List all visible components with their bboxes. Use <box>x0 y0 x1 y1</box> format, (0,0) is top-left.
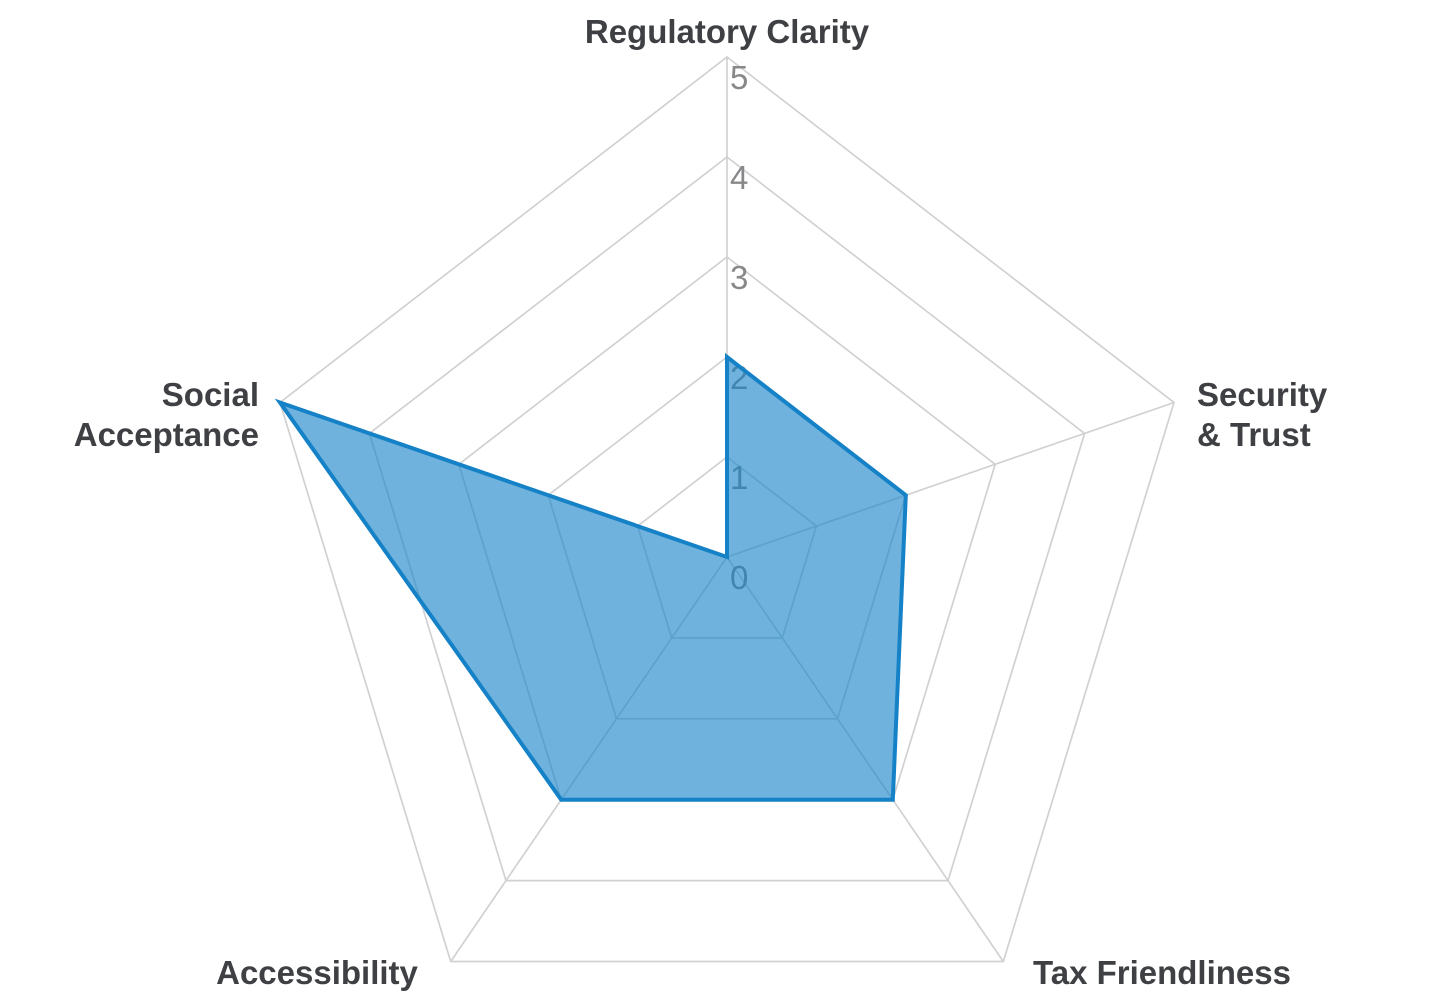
axis-label-text: Tax Friendliness <box>1033 954 1291 991</box>
axis-label-line1: Security <box>1197 376 1328 413</box>
axis-label-security-trust: Security & Trust <box>1197 375 1327 455</box>
tick-label: 4 <box>730 159 748 196</box>
axis-label-line2: Acceptance <box>73 416 259 453</box>
axis-label-line2: & Trust <box>1197 416 1311 453</box>
series-polygon <box>274 352 908 802</box>
grid-ring <box>368 155 1086 882</box>
axis-label-social-acceptance: Social Acceptance <box>74 375 259 455</box>
axis-label-line1: Social <box>161 376 259 413</box>
axis-label-text: Regulatory Clarity <box>584 13 870 50</box>
axis-label-regulatory-clarity: Regulatory Clarity <box>585 12 869 52</box>
axis-label-accessibility: Accessibility <box>216 953 418 993</box>
tick-label: 3 <box>730 259 748 296</box>
axis-label-tax-friendliness: Tax Friendliness <box>1033 953 1291 993</box>
axis-label-text: Accessibility <box>216 954 418 991</box>
grid-ring <box>279 55 1175 963</box>
tick-label: 5 <box>730 59 748 96</box>
